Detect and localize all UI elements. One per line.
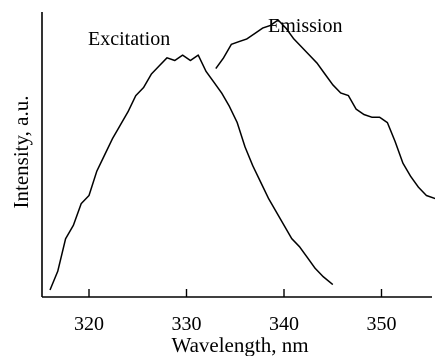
series-label-excitation: Excitation bbox=[88, 28, 170, 50]
curves bbox=[49, 19, 435, 291]
x-axis-label: Wavelength, nm bbox=[171, 333, 308, 356]
series-line-excitation bbox=[49, 54, 334, 291]
x-tick-label-340: 340 bbox=[269, 313, 299, 335]
x-tick-label-350: 350 bbox=[367, 313, 397, 335]
x-tick-label-320: 320 bbox=[74, 313, 104, 335]
x-ticks bbox=[88, 289, 383, 297]
x-tick-labels: 320330340350360 bbox=[74, 313, 397, 335]
x-tick-label-330: 330 bbox=[172, 313, 202, 335]
series-line-emission bbox=[215, 19, 435, 200]
y-axis-label: Intensity, a.u. bbox=[9, 96, 33, 209]
series-label-emission: Emission bbox=[268, 15, 342, 37]
